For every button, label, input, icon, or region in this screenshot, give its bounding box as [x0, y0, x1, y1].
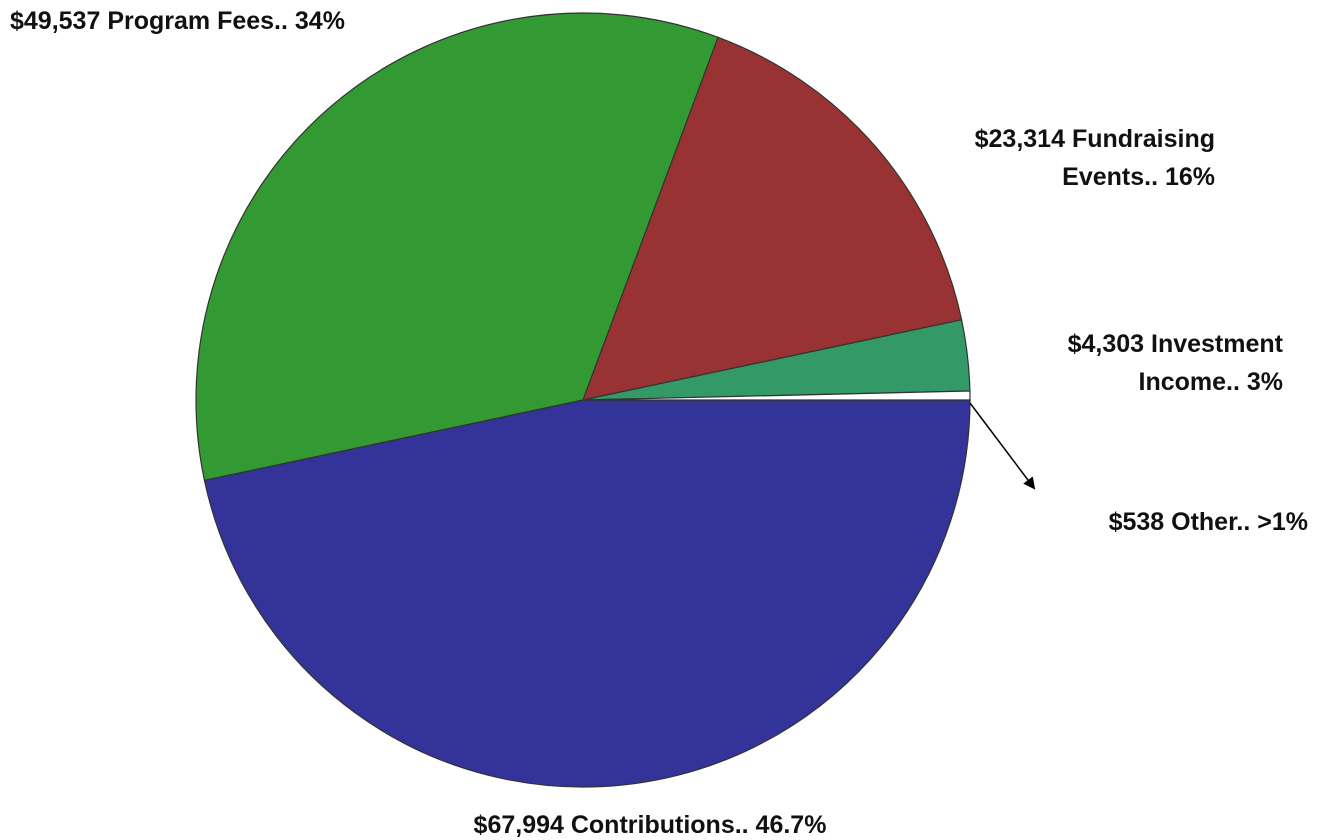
slice-label-line: $23,314 Fundraising — [975, 125, 1215, 153]
pie-slice — [582, 36, 963, 401]
pie-slice — [582, 390, 971, 401]
slice-label-line: Events.. 16% — [1062, 163, 1215, 191]
labels: $67,994 Contributions.. 46.7% $49,537 Pro… — [10, 7, 1308, 839]
leader-arrow — [969, 402, 1036, 490]
slice-label-line: $4,303 Investment — [1068, 330, 1284, 358]
slice-label-line: $49,537 Program Fees.. 34% — [10, 7, 345, 35]
slice-label-line: Income.. 3% — [1139, 368, 1284, 396]
slice-label: $67,994 Contributions.. 46.7% — [474, 811, 827, 839]
slice-label-line: $67,994 Contributions.. 46.7% — [474, 811, 827, 839]
slice-label: $23,314 Fundraising Events.. 16% — [975, 125, 1215, 191]
pie-slice — [203, 399, 971, 788]
slice-label: $49,537 Program Fees.. 34% — [10, 7, 345, 35]
pie-slice — [195, 12, 719, 482]
pie — [195, 12, 971, 788]
slice-label: $538 Other.. >1% — [1109, 508, 1308, 536]
slice-label: $4,303 Investment Income.. 3% — [1068, 330, 1284, 396]
slice-label-line: $538 Other.. >1% — [1109, 508, 1308, 536]
